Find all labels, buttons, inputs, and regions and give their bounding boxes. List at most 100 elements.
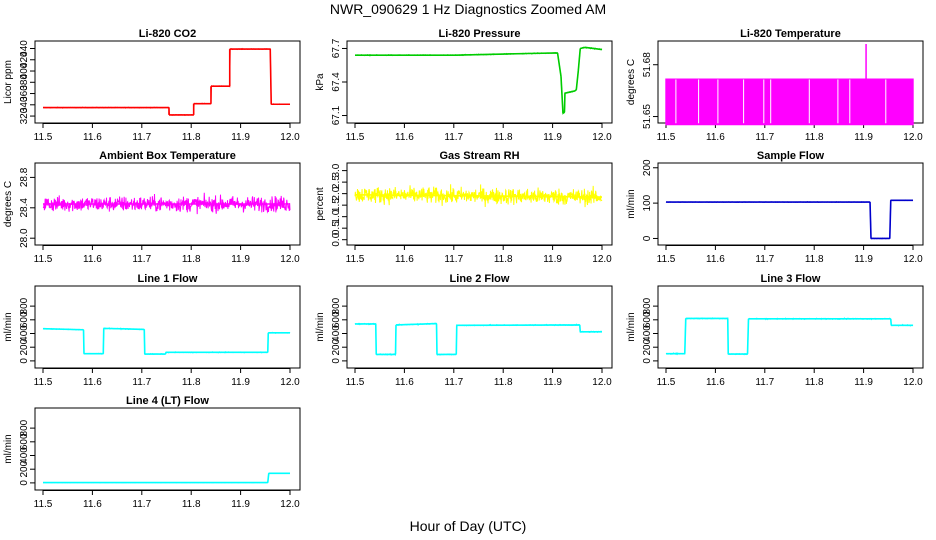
y-axis-label: percent — [315, 187, 326, 221]
chart-title: Line 2 Flow — [450, 273, 510, 285]
chart-panel-9: Line 3 Flow ml/min 11.5 11.6 11.7 11.8 11.9 12.… — [626, 273, 924, 388]
y-tick-label: 28.0 — [19, 228, 30, 248]
x-tick-label: 11.5 — [657, 132, 676, 143]
page-title: NWR_090629 1 Hz Diagnostics Zoomed AM — [329, 1, 607, 17]
chart-panel-3: Li-820 Temperature degrees C 11.5 11.6 11.7 1… — [626, 28, 924, 143]
x-tick-label: 11.8 — [182, 132, 201, 143]
x-tick-label: 11.7 — [755, 254, 774, 265]
y-tick-label: 0.5 — [331, 221, 342, 235]
chart-title: Line 4 (LT) Flow — [126, 395, 209, 407]
data-gaps — [675, 79, 887, 124]
y-tick-label: 200 — [642, 338, 653, 355]
x-tick-label: 11.6 — [395, 254, 414, 265]
x-tick-label: 12.0 — [280, 377, 300, 388]
y-tick-label: 0 — [19, 358, 30, 364]
data-line-steps — [43, 48, 290, 116]
y-tick-label: 0 — [19, 480, 30, 486]
x-tick-label: 11.9 — [231, 377, 250, 388]
x-tick-label: 11.5 — [34, 377, 53, 388]
chart-title: Li-820 Temperature — [740, 28, 841, 40]
data-bars — [665, 78, 914, 126]
page-x-axis-label: Hour of Day (UTC) — [409, 518, 527, 534]
x-tick-label: 11.9 — [231, 499, 250, 510]
data-line — [665, 199, 914, 240]
y-tick-label: 67.1 — [331, 105, 342, 125]
x-tick-label: 12.0 — [592, 132, 612, 143]
y-tick-label: 340 — [19, 96, 30, 113]
chart-title: Li-820 Pressure — [439, 28, 521, 40]
x-tick-label: 11.7 — [755, 132, 774, 143]
y-tick-label: 51.65 — [642, 104, 653, 129]
y-tick-label: 400 — [19, 325, 30, 342]
y-tick-label: 1.0 — [331, 209, 342, 223]
x-tick-label: 11.9 — [543, 254, 562, 265]
x-tick-label: 11.7 — [132, 499, 151, 510]
x-tick-label: 12.0 — [280, 132, 300, 143]
x-tick-label: 12.0 — [280, 254, 300, 265]
y-tick-label: 3.0 — [331, 163, 342, 177]
y-tick-label: 600 — [19, 311, 30, 328]
chart-title: Line 1 Flow — [138, 273, 198, 285]
plot-frame — [34, 285, 301, 369]
x-tick-label: 11.8 — [494, 254, 513, 265]
x-tick-label: 12.0 — [592, 254, 612, 265]
y-tick-label: 28.8 — [19, 167, 30, 187]
x-tick-label: 11.5 — [34, 132, 53, 143]
x-tick-label: 11.6 — [395, 132, 414, 143]
y-axis-label: ml/min — [3, 312, 14, 341]
x-tick-label: 11.5 — [346, 254, 365, 265]
chart-panel-2: Li-820 Pressure kPa 11.5 11.6 11.7 11.8 11.9 12… — [315, 28, 613, 143]
y-tick-label: 0 — [642, 235, 653, 241]
y-axis-label: ml/min — [626, 189, 637, 218]
x-tick-label: 11.6 — [83, 254, 102, 265]
y-tick-label: 600 — [19, 433, 30, 450]
y-tick-label: 67.4 — [331, 72, 342, 92]
y-tick-label: 51.68 — [642, 52, 653, 77]
chart-panel-6: Sample Flow ml/min 11.5 11.6 11.7 11.8 11.9 12.… — [626, 150, 924, 265]
x-tick-label: 11.7 — [444, 377, 463, 388]
x-tick-label: 11.7 — [444, 132, 463, 143]
chart-panel-5: Gas Stream RH percent 11.5 11.6 11.7 11.8 11.9… — [315, 150, 613, 265]
y-tick-label: 2.5 — [331, 175, 342, 189]
y-tick-label: 0.0 — [331, 232, 342, 246]
x-tick-label: 11.6 — [706, 377, 725, 388]
x-tick-label: 11.7 — [132, 377, 151, 388]
x-tick-label: 11.5 — [657, 254, 676, 265]
x-tick-label: 11.5 — [34, 499, 53, 510]
chart-title: Li-820 CO2 — [139, 28, 196, 40]
x-tick-label: 11.8 — [494, 132, 513, 143]
y-tick-label: 400 — [19, 447, 30, 464]
x-tick-label: 11.8 — [805, 377, 824, 388]
data-line — [354, 46, 603, 115]
plot-frame — [657, 162, 924, 246]
y-tick-label: 600 — [331, 311, 342, 328]
chart-title: Line 3 Flow — [761, 273, 821, 285]
y-tick-label: 67.7 — [331, 38, 342, 58]
x-tick-label: 11.6 — [395, 377, 414, 388]
chart-panel-4: Ambient Box Temperature degrees C 11.5 11.6… — [3, 150, 301, 265]
plot-frame — [34, 407, 301, 491]
data-line — [42, 47, 290, 116]
x-tick-label: 11.6 — [706, 254, 725, 265]
data-line-steps — [43, 472, 290, 484]
y-tick-label: 1.5 — [331, 198, 342, 212]
x-tick-label: 11.5 — [346, 132, 365, 143]
y-tick-label: 380 — [19, 74, 30, 91]
x-tick-label: 11.6 — [706, 132, 725, 143]
chart-panel-8: Line 2 Flow ml/min 11.5 11.6 11.7 11.8 11.9 12.… — [315, 273, 613, 388]
y-tick-label: 200 — [19, 338, 30, 355]
data-line — [42, 472, 291, 484]
data-line — [354, 184, 603, 208]
x-tick-label: 11.6 — [83, 499, 102, 510]
y-tick-label: 360 — [19, 85, 30, 102]
x-tick-label: 11.8 — [182, 254, 201, 265]
chart-title: Gas Stream RH — [439, 150, 519, 162]
y-tick-label: 320 — [19, 107, 30, 124]
data-line — [42, 192, 291, 215]
x-tick-label: 12.0 — [592, 377, 612, 388]
x-tick-label: 11.9 — [543, 377, 562, 388]
plot-frame — [346, 285, 613, 369]
y-tick-label: 400 — [331, 325, 342, 342]
x-tick-label: 11.6 — [83, 377, 102, 388]
y-tick-label: 400 — [19, 62, 30, 79]
